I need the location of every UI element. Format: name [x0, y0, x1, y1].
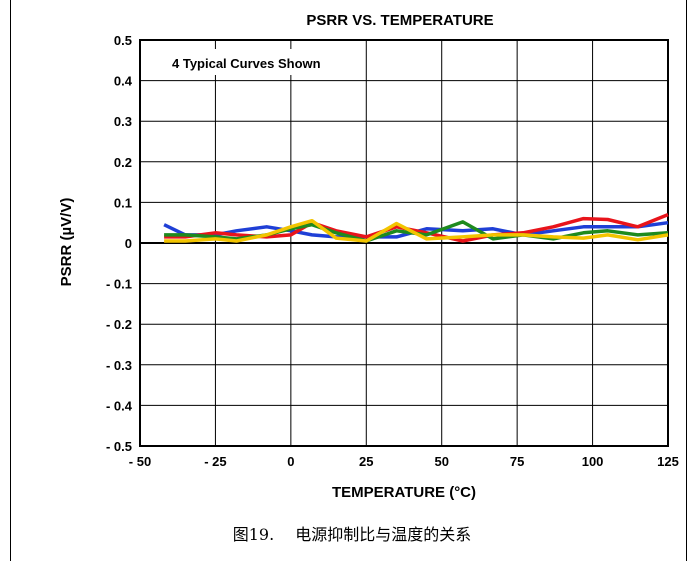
chart-grid — [139, 39, 669, 447]
x-tick-label: 100 — [582, 454, 604, 469]
y-tick-label: 0.2 — [114, 155, 132, 170]
annotation-box — [164, 49, 359, 75]
series-line-3 — [164, 220, 669, 243]
y-tick-label: 0.5 — [114, 33, 132, 48]
chart-ticks: 0.5 0.4 0.3 0.2 0.1 0 - 0.1 - 0.2 - 0.3 - 0.4 - 0.… — [106, 33, 679, 469]
y-tick-label: 0 — [125, 236, 132, 251]
chart-series — [163, 212, 669, 243]
series-line-4 — [164, 218, 669, 243]
x-tick-label: 125 — [657, 454, 679, 469]
y-tick-label: - 0.5 — [106, 439, 132, 454]
plot-border — [139, 39, 669, 447]
x-tick-label: 0 — [287, 454, 294, 469]
x-axis-label: TEMPERATURE (°C) — [332, 484, 476, 501]
series-line-1 — [163, 220, 669, 239]
y-tick-label: - 0.2 — [106, 317, 132, 332]
x-tick-label: 25 — [359, 454, 373, 469]
chart-title: PSRR VS. TEMPERATURE — [306, 12, 493, 29]
y-tick-label: 0.1 — [114, 195, 132, 210]
y-axis-label: PSRR (µV/V) — [58, 198, 75, 287]
series-line-2 — [164, 212, 669, 243]
figure-caption: 图19. 电源抑制比与温度的关系 — [233, 525, 472, 544]
annotation-text: 4 Typical Curves Shown — [172, 56, 321, 71]
y-tick-label: 0.3 — [114, 114, 132, 129]
y-tick-label: - 0.1 — [106, 277, 132, 292]
y-tick-label: - 0.4 — [106, 398, 133, 413]
x-tick-label: 75 — [510, 454, 524, 469]
y-tick-label: 0.4 — [114, 74, 133, 89]
x-tick-label: - 25 — [204, 454, 226, 469]
y-tick-label: - 0.3 — [106, 358, 132, 373]
figure-frame-left — [10, 0, 11, 561]
x-tick-label: - 50 — [129, 454, 151, 469]
figure-frame-right — [686, 0, 687, 561]
x-tick-label: 50 — [434, 454, 448, 469]
